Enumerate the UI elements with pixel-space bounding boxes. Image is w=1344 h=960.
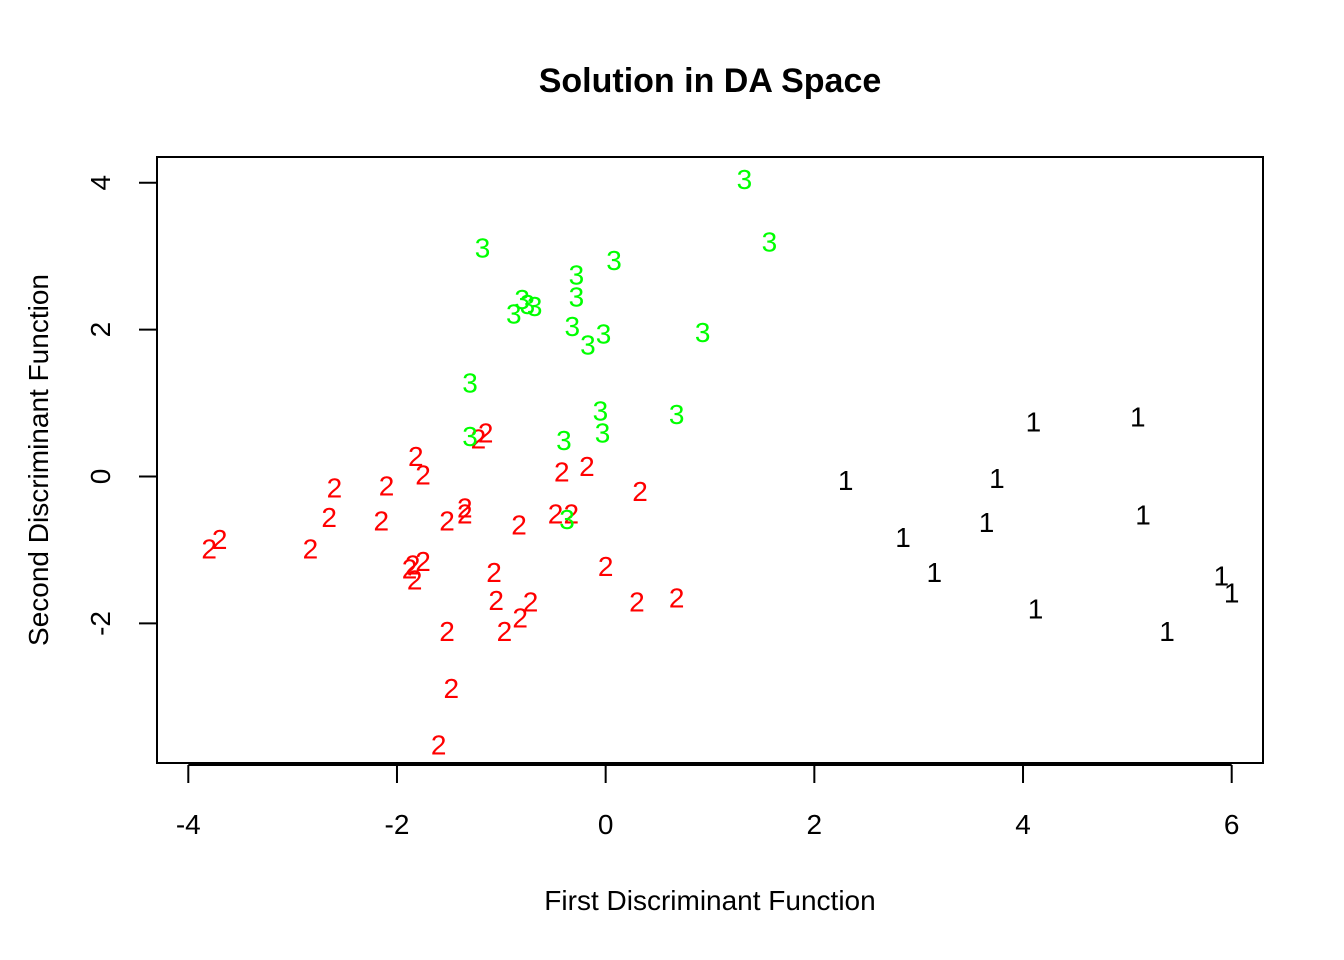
x-tick-label: -4 [176, 809, 201, 840]
point-class-2: 2 [402, 553, 418, 584]
point-class-2: 2 [457, 498, 473, 529]
point-class-3: 3 [580, 329, 596, 360]
point-class-2: 2 [471, 423, 487, 454]
point-class-3: 3 [506, 298, 522, 329]
point-class-2: 2 [598, 551, 614, 582]
point-class-3: 3 [559, 504, 575, 535]
point-class-2: 2 [511, 509, 527, 540]
x-axis: -4 -2 0 2 4 6 [176, 764, 1240, 840]
point-class-2: 2 [439, 506, 455, 537]
point-class-1: 1 [927, 557, 943, 588]
point-class-2: 2 [379, 470, 395, 501]
point-class-2: 2 [486, 557, 502, 588]
y-tick-label: 4 [85, 175, 116, 191]
point-class-2: 2 [632, 476, 648, 507]
x-tick-label: 4 [1015, 809, 1031, 840]
point-class-1: 1 [1213, 561, 1229, 592]
point-class-2: 2 [488, 585, 504, 616]
plot-box [156, 156, 1264, 764]
point-class-3: 3 [669, 399, 685, 430]
point-class-3: 3 [606, 245, 622, 276]
point-class-2: 2 [497, 616, 513, 647]
point-class-1: 1 [1028, 594, 1044, 625]
point-class-3: 3 [556, 425, 572, 456]
point-class-1: 1 [1130, 401, 1146, 432]
point-class-2: 2 [201, 534, 217, 565]
point-class-1: 1 [1026, 406, 1042, 437]
point-class-2: 2 [212, 524, 228, 555]
x-axis-label: First Discriminant Function [544, 885, 875, 916]
point-class-2: 2 [327, 473, 343, 504]
point-class-2: 2 [321, 502, 337, 533]
point-class-1: 1 [1135, 500, 1151, 531]
point-class-3: 3 [595, 417, 611, 448]
x-tick-label: 6 [1224, 809, 1240, 840]
y-axis-label: Second Discriminant Function [23, 274, 54, 646]
point-class-1: 1 [1159, 616, 1175, 647]
y-tick-label: 0 [85, 469, 116, 485]
point-class-3: 3 [462, 421, 478, 452]
x-tick-label: -2 [385, 809, 410, 840]
point-class-3: 3 [596, 318, 612, 349]
point-class-2: 2 [579, 451, 595, 482]
point-class-1: 1 [1224, 578, 1240, 609]
point-class-3: 3 [520, 289, 536, 320]
point-class-2: 2 [374, 506, 390, 537]
point-class-3: 3 [569, 260, 585, 291]
point-class-3: 3 [593, 395, 609, 426]
point-class-2: 2 [443, 673, 459, 704]
point-class-3: 3 [462, 368, 478, 399]
point-class-2: 2 [629, 586, 645, 617]
point-class-2: 2 [415, 459, 431, 490]
point-class-2: 2 [405, 550, 421, 581]
x-tick-label: 0 [598, 809, 614, 840]
point-class-3: 3 [737, 164, 753, 195]
point-class-3: 3 [475, 232, 491, 263]
point-class-2: 2 [478, 417, 494, 448]
point-class-3: 3 [527, 291, 543, 322]
point-class-2: 2 [548, 498, 564, 529]
point-class-2: 2 [523, 586, 539, 617]
y-tick-label: 2 [85, 322, 116, 338]
point-class-3: 3 [762, 226, 778, 257]
point-class-2: 2 [408, 441, 424, 472]
point-class-3: 3 [564, 311, 580, 342]
point-class-2: 2 [407, 564, 423, 595]
point-class-2: 2 [415, 546, 431, 577]
point-class-2: 2 [303, 534, 319, 565]
point-class-2: 2 [563, 498, 579, 529]
point-class-2: 2 [554, 456, 570, 487]
y-tick-label: -2 [85, 611, 116, 636]
y-axis: 4 2 0 -2 [85, 175, 158, 636]
point-class-1: 1 [838, 465, 854, 496]
point-class-2: 2 [457, 492, 473, 523]
x-tick-label: 2 [807, 809, 823, 840]
point-class-1: 1 [989, 463, 1005, 494]
point-class-2: 2 [669, 583, 685, 614]
point-class-2: 2 [439, 616, 455, 647]
point-class-1: 1 [895, 522, 911, 553]
chart-title: Solution in DA Space [539, 62, 882, 100]
point-class-3: 3 [569, 282, 585, 313]
point-class-3: 3 [514, 284, 530, 315]
point-class-2: 2 [512, 603, 528, 634]
point-class-3: 3 [695, 317, 711, 348]
point-class-1: 1 [979, 507, 995, 538]
point-class-2: 2 [431, 730, 447, 761]
